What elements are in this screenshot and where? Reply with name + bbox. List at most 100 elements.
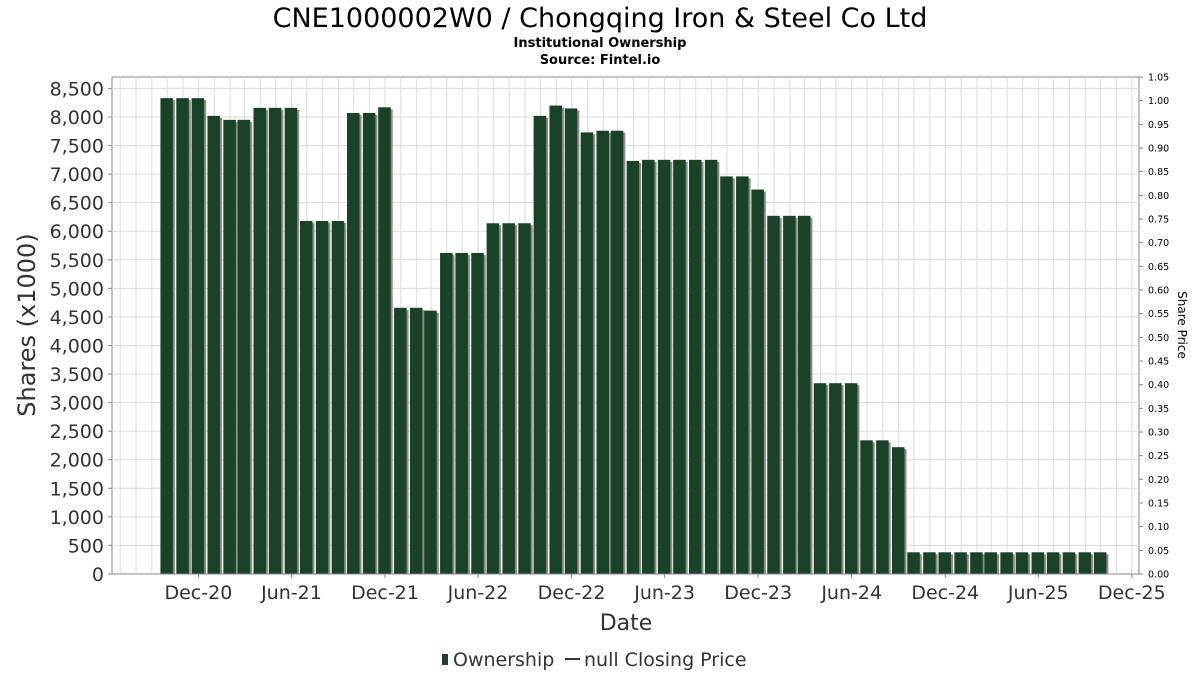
ownership-bar [533,115,547,574]
y2-tick-label: 0.95 [1148,120,1169,131]
y2-tick-label: 0.50 [1148,333,1169,344]
legend: Ownership null Closing Price [442,649,747,671]
ownership-bar [783,215,796,574]
y2-tick-label: 1.00 [1148,96,1169,107]
y-tick-label: 5,500 [50,250,104,272]
ownership-bar [471,252,484,574]
ownership-bar [502,223,515,574]
ownership-bar [626,160,640,574]
ownership-bar [689,159,702,575]
ownership-bar [268,107,282,575]
ownership-bar [253,107,266,575]
ownership-bar [237,119,251,575]
ownership-bar [1000,552,1013,574]
x-tick-label: Dec-20 [164,582,232,604]
ownership-bar [440,252,453,574]
y-tick-label: 0 [92,564,104,586]
y-tick-label: 1,500 [50,478,104,500]
y-tick-label: 3,000 [50,393,104,415]
y2-tick-label: 0.30 [1148,428,1169,439]
y2-tick-label: 0.65 [1148,262,1169,273]
ownership-bar [1046,552,1060,574]
x-tick-label: Dec-22 [538,582,606,604]
y-tick-label: 7,000 [50,164,104,186]
y-axis-right: 0.00 0.05 0.10 0.15 0.20 0.25 0.30 0.35 0.40 0.45… [1139,73,1169,581]
ownership-bar [300,220,313,574]
y2-tick-label: 0.00 [1148,570,1169,581]
y-tick-label: 1,000 [50,507,104,529]
y2-tick-label: 0.35 [1148,404,1169,415]
ownership-bar [409,307,423,574]
ownership-bar [938,552,951,574]
ownership-bar [610,130,624,574]
y-tick-label: 4,500 [50,307,104,329]
chart-title: CNE1000002W0 / Chongqing Iron & Steel Co… [273,3,928,34]
y-axis-left: 0 500 1,000 1,500 2,000 2,500 3,000 3,500 4,000 4… [50,78,112,586]
x-tick-label: Dec-25 [1098,582,1166,604]
x-tick-label: Jun-24 [820,582,882,604]
ownership-bar [704,159,718,575]
ownership-bar [829,383,842,574]
ownership-bar [657,159,671,575]
y2-tick-label: 0.60 [1148,286,1169,297]
x-tick-label: Dec-21 [351,582,419,604]
ownership-bar [315,220,329,574]
ownership-bar [331,220,345,574]
ownership-bar [844,383,858,574]
ownership-bar [891,447,905,574]
y-tick-label: 4,000 [50,335,104,357]
y-tick-label: 5,000 [50,278,104,300]
ownership-bar [284,107,298,575]
ownership-bar [1031,552,1045,574]
y-tick-label: 6,000 [50,221,104,243]
y2-tick-label: 1.05 [1148,73,1169,84]
y2-tick-label: 0.40 [1148,380,1169,391]
ownership-bar [907,552,920,574]
x-tick-label: Jun-22 [447,582,509,604]
legend-price-label: null Closing Price [584,649,747,671]
y2-tick-label: 0.80 [1148,191,1169,202]
ownership-bar [673,159,686,575]
y2-tick-label: 0.20 [1148,475,1169,486]
ownership-bar [736,176,749,574]
y2-axis-label: Share Price [1175,291,1189,359]
ownership-bar [160,98,173,574]
y2-tick-label: 0.10 [1148,522,1169,533]
ownership-bar [378,107,391,574]
x-tick-label: Jun-21 [260,582,322,604]
y-tick-label: 2,500 [50,421,104,443]
y2-tick-label: 0.05 [1148,546,1169,557]
ownership-bar [641,159,655,575]
ownership-bar [1062,552,1076,574]
ownership-bar [191,98,205,574]
y-tick-label: 8,500 [50,78,104,100]
y-tick-label: 8,000 [50,107,104,129]
ownership-bar [362,112,376,574]
ownership-bar [1078,552,1092,574]
ownership-bar [720,176,733,574]
y2-tick-label: 0.90 [1148,144,1169,155]
ownership-bar [223,119,236,575]
y2-tick-label: 0.85 [1148,167,1169,178]
ownership-bar [455,252,468,574]
ownership-bar [1015,552,1029,574]
y2-tick-label: 0.45 [1148,357,1169,368]
ownership-bar [564,108,578,574]
y-tick-label: 7,500 [50,136,104,158]
y-tick-label: 6,500 [50,193,104,215]
x-axis-label: Date [600,611,653,636]
ownership-bar [767,215,780,574]
bars-layer [160,98,1109,575]
y-tick-label: 2,000 [50,450,104,472]
ownership-bar [424,310,437,574]
y-tick-label: 500 [68,535,104,557]
y-axis-label: Shares (x1000) [13,233,41,416]
ownership-bar [954,552,967,574]
legend-ownership-label: Ownership [453,649,554,671]
x-tick-label: Dec-23 [724,582,792,604]
chart-subtitle: Institutional Ownership [514,36,687,51]
ownership-bar [1093,552,1107,574]
y2-tick-label: 0.15 [1148,499,1169,510]
ownership-bar [751,189,764,575]
